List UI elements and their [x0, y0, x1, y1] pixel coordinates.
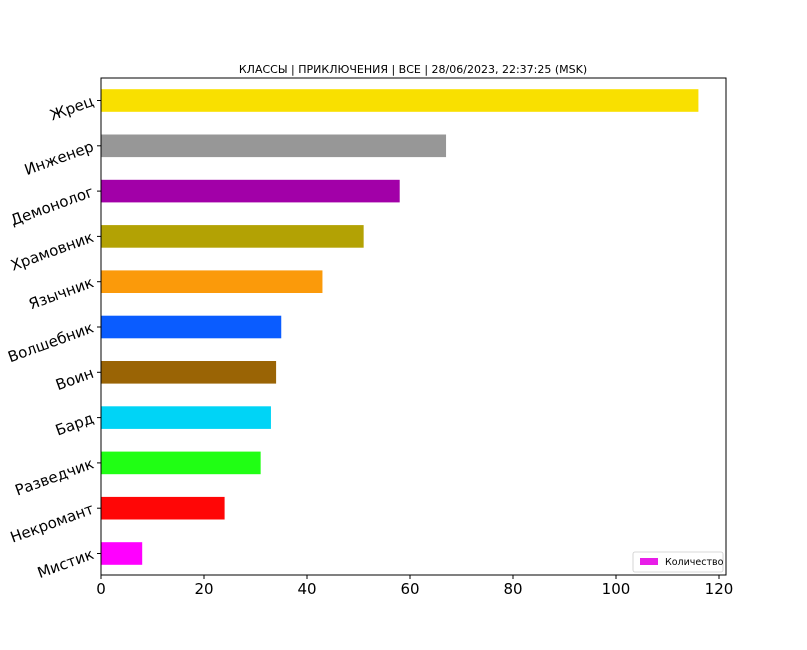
- bar-2: [101, 134, 447, 158]
- x-ticks-layer: 0 20 40 60 80 100 120: [96, 575, 733, 598]
- bar-11: [101, 542, 143, 565]
- bar-7: [101, 361, 277, 384]
- x-tick-label: 60: [400, 580, 419, 598]
- bar-8: [101, 406, 271, 429]
- legend: Количество: [632, 551, 724, 573]
- x-tick-label: 100: [602, 580, 631, 598]
- chart-title: КЛАССЫ | ПРИКЛЮЧЕНИЯ | ВСЕ | 28/06/2023,…: [239, 63, 587, 76]
- bars-layer: [101, 89, 699, 565]
- x-tick-label: 40: [297, 580, 316, 598]
- bar-6: [101, 315, 282, 339]
- bar-5: [101, 270, 323, 293]
- legend-label: Количество: [665, 557, 724, 568]
- bar-9: [101, 451, 261, 475]
- legend-swatch: [640, 558, 658, 565]
- x-tick-label: 20: [194, 580, 213, 598]
- bar-4: [101, 225, 364, 248]
- x-tick-label: 80: [503, 580, 522, 598]
- bar-1: [101, 89, 699, 112]
- x-tick-label: 120: [705, 580, 734, 598]
- legend-box: [632, 551, 724, 573]
- x-tick-label: 0: [96, 580, 106, 598]
- plot-frame: [100, 77, 727, 576]
- bar-10: [101, 496, 225, 520]
- bar-3: [101, 179, 400, 203]
